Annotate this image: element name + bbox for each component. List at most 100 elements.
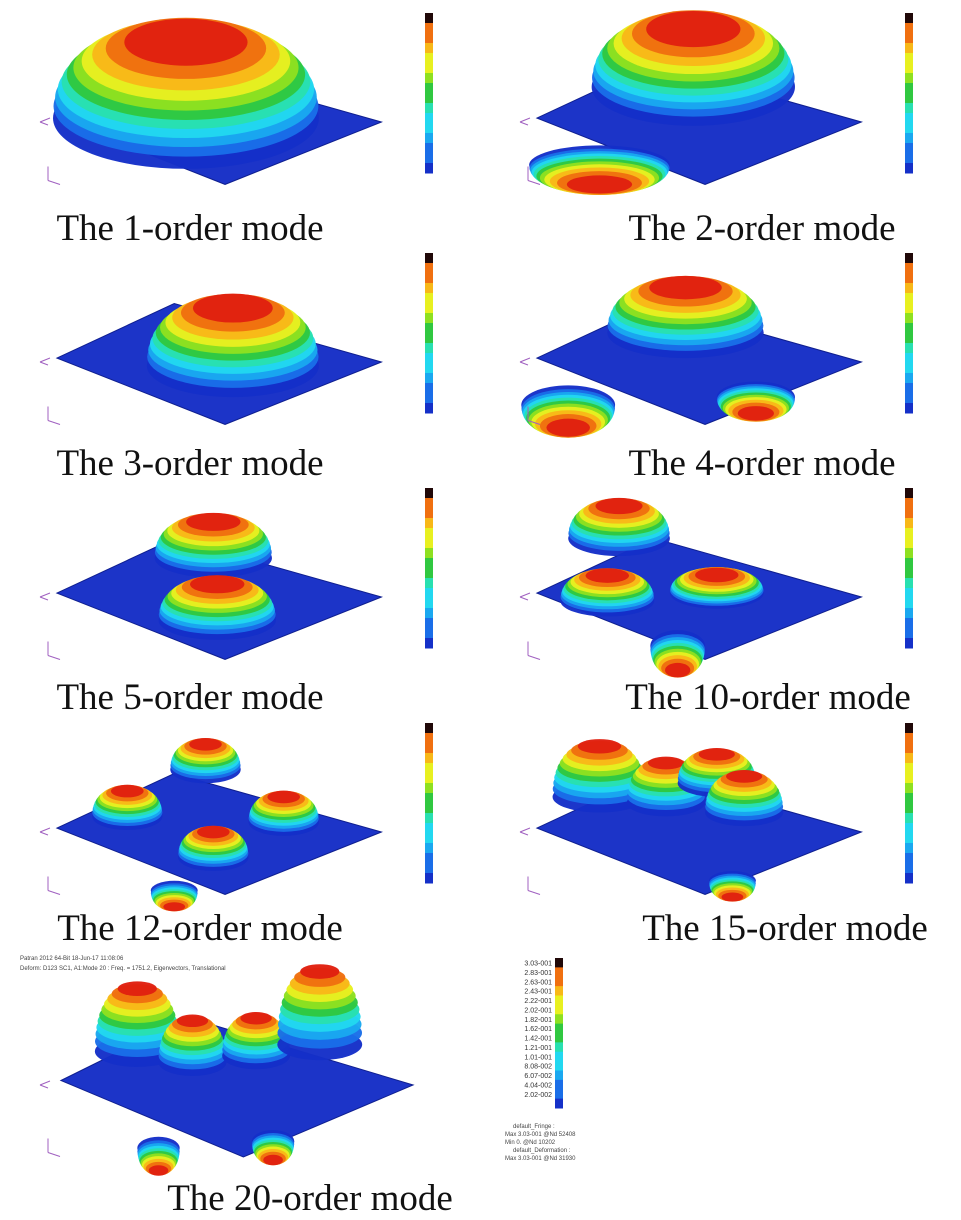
axis-triad (40, 593, 50, 600)
color-bar-cell (905, 508, 913, 519)
color-bar-cell (905, 93, 913, 104)
color-bar-cell (905, 783, 913, 794)
color-bar-cell (425, 638, 433, 649)
color-bar-cell (425, 303, 433, 314)
color-bar-cell (905, 803, 913, 814)
color-bar-cell (905, 528, 913, 539)
color-bar-cell (905, 558, 913, 569)
axis-triad (40, 1081, 50, 1088)
color-bar-cell (425, 283, 433, 294)
mode-contour (726, 770, 762, 783)
color-bar-cell (905, 773, 913, 784)
color-bar-cell (555, 1052, 563, 1062)
color-bar-cell (425, 793, 433, 804)
caption: The 1-order mode (56, 208, 323, 249)
color-bar-cell (425, 863, 433, 874)
color-bar-cell (425, 293, 433, 304)
color-bar-cell (425, 763, 433, 774)
color-bar-cell (555, 1024, 563, 1034)
color-bar-cell (905, 833, 913, 844)
color-bar-cell (425, 333, 433, 344)
color-bar-cell (425, 313, 433, 324)
mode-panel: The 12-order mode (40, 723, 433, 949)
color-bar-cell (905, 608, 913, 619)
color-bar-cell (425, 488, 433, 499)
axis-triad (520, 358, 530, 365)
axis-triad (40, 358, 50, 365)
color-bar-cell (425, 628, 433, 639)
caption: The 15-order mode (642, 908, 928, 949)
color-bar-cell (555, 958, 563, 968)
mode-contour (193, 294, 273, 323)
mode-contour (586, 568, 629, 582)
color-bar-cell (425, 393, 433, 404)
color-bar-cell (555, 1099, 563, 1109)
color-bar-cell (905, 23, 913, 34)
color-bar-cell (425, 518, 433, 529)
mode-panel: Patran 2012 64-Bit 18-Jun-17 11:08:06Def… (20, 956, 576, 1219)
color-bar-cell (905, 303, 913, 314)
mode-contour (699, 748, 735, 761)
legend-label: 2.02-001 (524, 1007, 552, 1014)
color-bar-cell (905, 33, 913, 44)
color-bar-cell (905, 823, 913, 834)
color-bar-cell (905, 498, 913, 509)
color-bar-cell (905, 273, 913, 284)
panel-header: Deform: D123 SC1, A1:Mode 20 : Freq. = 1… (20, 966, 226, 972)
legend-label: 1.82-001 (524, 1017, 552, 1024)
legend-label: 1.21-001 (524, 1045, 552, 1052)
color-bar-cell (425, 253, 433, 264)
color-bar-cell (425, 853, 433, 864)
color-bar-cell (425, 53, 433, 64)
color-bar-cell (905, 283, 913, 294)
mode-contour (111, 785, 144, 798)
legend-label: 2.63-001 (524, 979, 552, 986)
color-bar-cell (555, 1061, 563, 1071)
legend-label: 1.62-001 (524, 1026, 552, 1033)
caption: The 12-order mode (57, 908, 343, 949)
color-bar-cell (905, 333, 913, 344)
mode-contour (649, 276, 721, 300)
color-bar-cell (905, 843, 913, 854)
color-bar-cell (425, 403, 433, 414)
legend-label: 4.04-002 (524, 1082, 552, 1089)
color-bar-cell (905, 13, 913, 24)
color-bar-cell (905, 853, 913, 864)
color-bar-cell (555, 1071, 563, 1081)
color-bar-cell (425, 133, 433, 144)
color-bar-cell (905, 578, 913, 589)
color-bar-cell (905, 83, 913, 94)
color-bar-cell (905, 163, 913, 174)
mode-contour (263, 1155, 283, 1165)
color-bar-cell (425, 353, 433, 364)
color-bar-cell (425, 103, 433, 114)
color-bar-cell (905, 598, 913, 609)
color-bar-cell (905, 793, 913, 804)
color-bar-cell (425, 143, 433, 154)
color-bar-cell (425, 823, 433, 834)
axis-triad (40, 828, 50, 835)
color-bar-cell (425, 608, 433, 619)
color-bar-cell (905, 263, 913, 274)
mode-panel: The 2-order mode (520, 10, 913, 249)
color-bar-cell (425, 13, 433, 24)
axis-triad (48, 877, 60, 895)
color-bar-cell (905, 153, 913, 164)
mode-contour (197, 826, 230, 839)
color-bar-cell (425, 73, 433, 84)
mode-contour (177, 1015, 208, 1028)
color-bar-cell (425, 803, 433, 814)
axis-triad (520, 593, 530, 600)
mode-contour (190, 575, 244, 593)
color-bar-cell (425, 578, 433, 589)
color-bar-cell (905, 763, 913, 774)
color-bar-cell (555, 977, 563, 987)
mode-contour (267, 791, 300, 804)
color-bar-cell (425, 363, 433, 374)
color-bar-cell (425, 383, 433, 394)
caption: The 2-order mode (628, 208, 895, 249)
axis-triad (48, 407, 60, 425)
color-bar-cell (905, 873, 913, 884)
color-bar-cell (425, 343, 433, 354)
caption: The 5-order mode (56, 677, 323, 718)
